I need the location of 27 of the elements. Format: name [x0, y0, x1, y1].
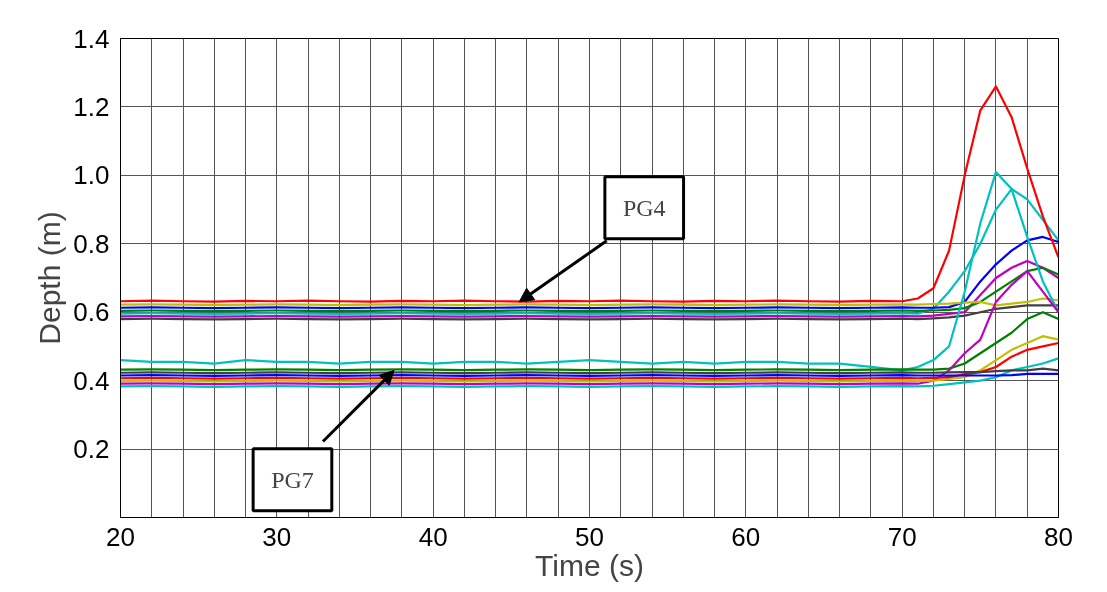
- line-series: [120, 266, 1059, 313]
- y-tick-label: 0.8: [73, 228, 110, 259]
- line-series: [120, 170, 1059, 372]
- annotation: PG4: [622, 194, 666, 221]
- line-series: [120, 341, 1059, 380]
- x-tick-label: 40: [418, 521, 448, 552]
- line-series: [120, 85, 1059, 303]
- x-tick-label: 60: [731, 521, 761, 552]
- y-tick-label: 1.4: [73, 23, 110, 54]
- line-series: [120, 311, 1059, 372]
- x-tick-label: 80: [1044, 521, 1073, 552]
- y-axis-title: Depth (m): [33, 211, 67, 345]
- x-tick-label: 20: [106, 521, 135, 552]
- y-tick-label: 0.4: [73, 365, 110, 396]
- y-tick-label: 1.2: [73, 91, 110, 122]
- annotation: PG7: [271, 466, 314, 493]
- x-tick-label: 30: [262, 521, 292, 552]
- line-series: [120, 335, 1059, 383]
- line-series: [120, 270, 1059, 386]
- line-series: [120, 235, 1059, 310]
- line-series: [120, 259, 1059, 318]
- y-tick-label: 1.0: [73, 160, 110, 191]
- y-tick-label: 0.6: [73, 297, 110, 328]
- x-tick-label: 70: [887, 521, 917, 552]
- line-series: [120, 357, 1059, 388]
- line-series: [120, 304, 1059, 321]
- y-tick-label: 0.2: [73, 434, 110, 465]
